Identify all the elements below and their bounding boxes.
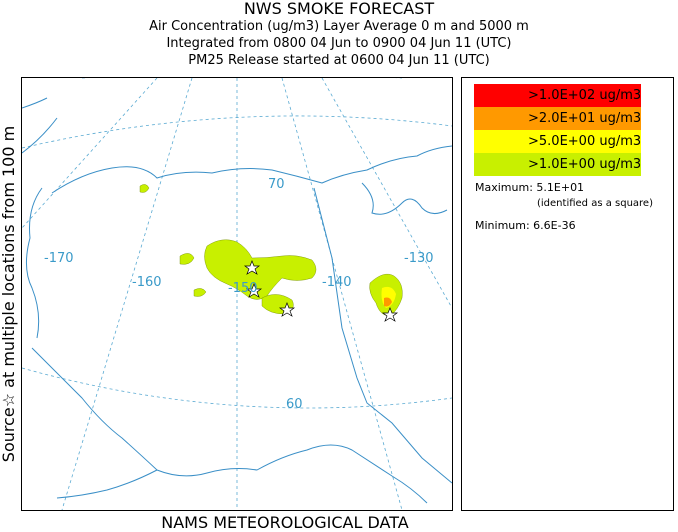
legend-label-level3: >2.0E+01 ug/m3 bbox=[528, 111, 642, 126]
legend-swatch-level2 bbox=[474, 130, 528, 153]
smoke-region-north-dot bbox=[139, 184, 150, 193]
western-alaska-coast bbox=[31, 347, 428, 504]
legend-swatch-level1 bbox=[474, 153, 528, 176]
legend-item-level2: >5.0E+00 ug/m3 bbox=[474, 130, 642, 153]
source-star-2 bbox=[245, 283, 263, 298]
longitude-line-130 bbox=[321, 78, 452, 309]
lat-label-60: 60 bbox=[286, 397, 303, 412]
latitude-line-70 bbox=[22, 115, 452, 149]
alaska-peninsula bbox=[56, 469, 158, 499]
lon-label-140: -140 bbox=[322, 275, 352, 290]
lon-label-170: -170 bbox=[44, 251, 74, 266]
subtitle-integration-period: Integrated from 0800 04 Jun to 0900 04 J… bbox=[166, 36, 512, 51]
chukotka-coast bbox=[22, 97, 58, 154]
mackenzie-delta bbox=[361, 182, 448, 215]
smoke-region-east-peak bbox=[384, 297, 392, 307]
chart-title: NWS SMOKE FORECAST bbox=[243, 0, 435, 18]
legend-maximum: Maximum: 5.1E+01 bbox=[475, 181, 585, 194]
latitude-line-60 bbox=[22, 367, 452, 409]
legend-item-level3: >2.0E+01 ug/m3 bbox=[474, 107, 642, 130]
source-star-4 bbox=[381, 307, 399, 322]
longitude-line-170 bbox=[22, 78, 158, 229]
legend-label-level4: >1.0E+02 ug/m3 bbox=[528, 88, 642, 103]
smoke-region-west-small bbox=[179, 253, 195, 265]
smoke-region-west-dot bbox=[193, 288, 207, 297]
subtitle-concentration: Air Concentration (ug/m3) Layer Average … bbox=[149, 19, 529, 34]
lon-label-130: -130 bbox=[404, 251, 434, 266]
source-side-label: Source☆ at multiple locations from 100 m bbox=[0, 78, 18, 510]
legend-item-level4: >1.0E+02 ug/m3 bbox=[474, 84, 642, 107]
map-panel: -170 -160 -150 -140 -130 70 60 bbox=[21, 77, 453, 511]
lon-label-150: -150 bbox=[228, 281, 258, 296]
legend-label-level2: >5.0E+00 ug/m3 bbox=[528, 134, 642, 149]
source-star-3 bbox=[278, 302, 296, 317]
legend-swatch-level3 bbox=[474, 107, 528, 130]
longitude-line-160 bbox=[61, 78, 193, 510]
smoke-map: -170 -160 -150 -140 -130 70 60 bbox=[22, 78, 452, 510]
source-markers bbox=[243, 260, 399, 322]
map-graticule bbox=[22, 78, 452, 510]
longitude-line-140 bbox=[281, 78, 403, 510]
canada-border bbox=[313, 187, 452, 484]
arctic-coast bbox=[51, 145, 452, 194]
meteorological-data-label: NAMS METEOROLOGICAL DATA bbox=[161, 513, 409, 532]
coastlines bbox=[22, 97, 452, 504]
smoke-contours bbox=[139, 184, 403, 317]
source-side-label-text: Source☆ at multiple locations from 100 m bbox=[0, 125, 18, 463]
source-star-1 bbox=[243, 260, 261, 275]
subtitle-release-start: PM25 Release started at 0600 04 Jun 11 (… bbox=[188, 53, 490, 68]
lon-label-160: -160 bbox=[132, 275, 162, 290]
legend-maximum-note: (identified as a square) bbox=[537, 198, 653, 209]
legend-label-level1: >1.0E+00 ug/m3 bbox=[528, 157, 642, 172]
legend-minimum: Minimum: 6.6E-36 bbox=[475, 219, 576, 232]
bering-coast-north bbox=[26, 187, 43, 339]
smoke-region-central bbox=[204, 239, 317, 300]
graticule-labels: -170 -160 -150 -140 -130 70 60 bbox=[44, 177, 434, 412]
lat-label-70: 70 bbox=[268, 177, 285, 192]
legend-swatch-level4 bbox=[474, 84, 528, 107]
legend-panel: >1.0E+02 ug/m3 >2.0E+01 ug/m3 >5.0E+00 u… bbox=[461, 77, 674, 511]
legend-item-level1: >1.0E+00 ug/m3 bbox=[474, 153, 642, 176]
